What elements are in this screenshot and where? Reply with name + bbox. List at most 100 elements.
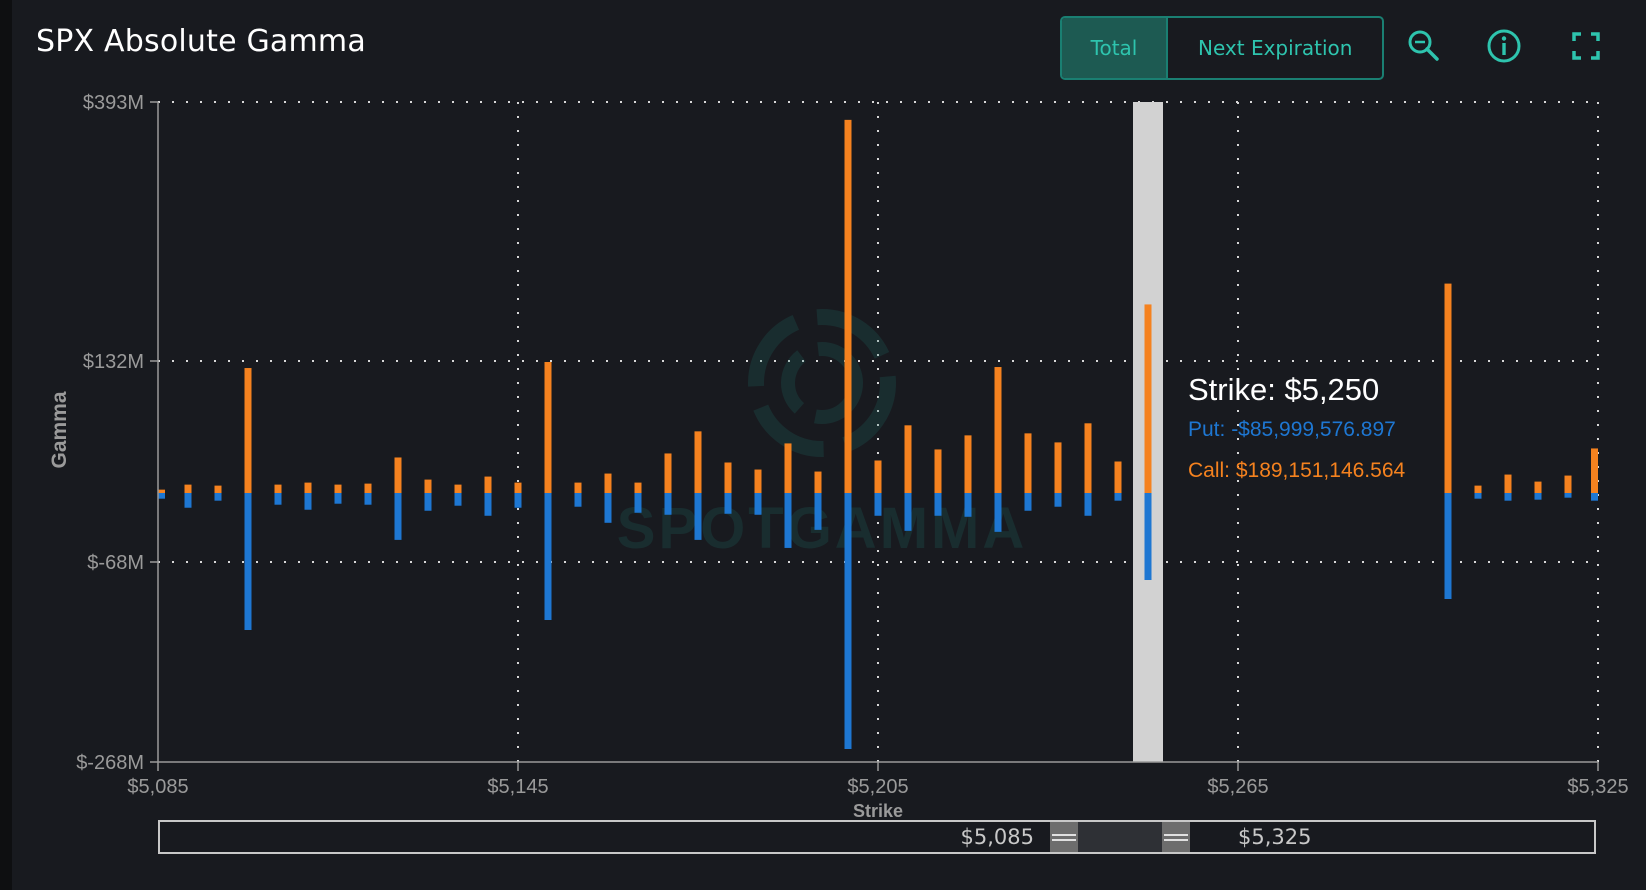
call-bar: [544, 362, 552, 493]
put-bar: [964, 493, 972, 517]
put-bar: [664, 493, 672, 515]
call-bar: [304, 482, 312, 493]
call-bar: [424, 479, 432, 493]
tooltip: Strike: $5,250 Put: -$85,999,576.897 Cal…: [1188, 372, 1405, 482]
put-bar: [244, 493, 252, 630]
navigator-min-label: $5,085: [960, 825, 1034, 849]
put-bar: [934, 493, 942, 516]
put-bar: [514, 493, 522, 508]
put-bar: [184, 493, 192, 508]
call-bar: [1114, 461, 1122, 493]
x-tick-label: $5,265: [1207, 776, 1268, 798]
tab-next-expiration[interactable]: Next Expiration: [1198, 36, 1353, 60]
put-bar: [1144, 493, 1152, 580]
call-bar: [694, 431, 702, 493]
call-bar: [934, 449, 942, 493]
put-bar: [214, 493, 222, 501]
put-bar: [304, 493, 312, 510]
call-bar: [244, 368, 252, 493]
y-tick-label: $-268M: [76, 752, 144, 774]
range-toggle: Total Next Expiration: [1060, 16, 1385, 80]
bars: [158, 119, 1598, 749]
call-bar: [454, 484, 462, 493]
put-bar: [544, 493, 552, 620]
chart-title: SPX Absolute Gamma: [36, 24, 366, 59]
zoom-icon[interactable]: [1404, 26, 1444, 66]
call-bar: [574, 482, 582, 493]
put-bar: [394, 493, 402, 540]
x-tick-label: $5,325: [1567, 776, 1628, 798]
navigator-window[interactable]: [1050, 822, 1190, 852]
tooltip-call: Call: $189,151,146.564: [1188, 459, 1405, 482]
call-bar: [158, 489, 165, 493]
call-bar: [994, 367, 1002, 493]
put-bar: [334, 493, 342, 504]
call-bar: [184, 484, 192, 493]
tooltip-title: Strike: $5,250: [1188, 372, 1379, 407]
put-bar: [454, 493, 462, 506]
call-bar: [1534, 481, 1542, 493]
put-bar: [364, 493, 372, 505]
put-bar: [1564, 493, 1572, 498]
put-bar: [1084, 493, 1092, 516]
put-bar: [1054, 493, 1062, 507]
put-bar: [634, 493, 642, 513]
put-bar: [874, 493, 882, 516]
call-bar: [214, 485, 222, 493]
put-bar: [1534, 493, 1542, 500]
x-tick-label: $5,145: [487, 776, 548, 798]
chart-grid: [158, 101, 1599, 762]
put-bar: [754, 493, 762, 515]
put-bar: [784, 493, 792, 548]
call-bar: [364, 483, 372, 493]
y-tick-label: $132M: [83, 351, 144, 373]
put-bar: [994, 493, 1002, 532]
tab-total[interactable]: Total: [1062, 18, 1168, 78]
call-bar: [664, 453, 672, 493]
put-bar: [274, 493, 282, 505]
y-tick-label: $393M: [83, 92, 144, 114]
put-bar: [844, 493, 852, 749]
axes: $393M $132M $-68M $-268M$5,085 $5,145 $5,205 $…: [76, 92, 1628, 798]
call-bar: [1564, 475, 1572, 493]
call-bar: [1474, 485, 1482, 493]
tooltip-put: Put: -$85,999,576.897: [1188, 418, 1396, 441]
put-bar: [158, 493, 165, 499]
y-axis-title: Gamma: [48, 391, 71, 468]
put-bar: [1474, 493, 1482, 499]
fullscreen-icon[interactable]: [1566, 26, 1606, 66]
call-bar: [604, 473, 612, 493]
call-bar: [484, 476, 492, 493]
call-bar: [334, 484, 342, 493]
navigator-left-handle[interactable]: [1050, 822, 1078, 852]
put-bar: [1504, 493, 1512, 501]
call-bar: [1054, 442, 1062, 493]
put-bar: [604, 493, 612, 523]
navigator-right-handle[interactable]: [1162, 822, 1190, 852]
call-bar: [514, 482, 522, 493]
call-bar: [1444, 283, 1452, 493]
call-bar: [1084, 423, 1092, 493]
chart-panel: [12, 0, 1646, 890]
call-bar: [754, 469, 762, 493]
call-bar: [1024, 433, 1032, 493]
call-bar: [724, 462, 732, 493]
put-bar: [484, 493, 492, 516]
call-bar: [1591, 448, 1598, 493]
info-icon[interactable]: [1484, 26, 1524, 66]
put-bar: [724, 493, 732, 514]
call-bar: [784, 443, 792, 493]
call-bar: [634, 482, 642, 493]
y-tick-label: $-68M: [87, 552, 144, 574]
call-bar: [274, 484, 282, 493]
call-bar: [844, 119, 852, 494]
range-navigator[interactable]: $5,085 $5,325: [158, 820, 1596, 854]
put-bar: [424, 493, 432, 511]
x-tick-label: $5,205: [847, 776, 908, 798]
put-bar: [574, 493, 582, 507]
call-bar: [394, 457, 402, 493]
put-bar: [1444, 493, 1452, 599]
put-bar: [1591, 493, 1598, 501]
call-bar: [814, 471, 822, 493]
